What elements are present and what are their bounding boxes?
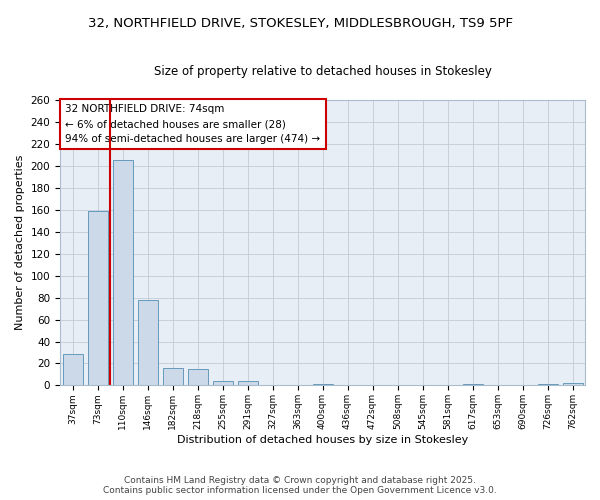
Bar [188, 369, 208, 386]
Text: Contains HM Land Registry data © Crown copyright and database right 2025.
Contai: Contains HM Land Registry data © Crown c… [103, 476, 497, 495]
Bar [137, 300, 158, 386]
Bar [212, 381, 233, 386]
Bar [563, 383, 583, 386]
Bar [538, 384, 557, 386]
Bar [113, 160, 133, 386]
Text: 32 NORTHFIELD DRIVE: 74sqm
← 6% of detached houses are smaller (28)
94% of semi-: 32 NORTHFIELD DRIVE: 74sqm ← 6% of detac… [65, 104, 320, 144]
Bar [463, 384, 482, 386]
Bar [238, 381, 257, 386]
Bar [163, 368, 182, 386]
Bar [88, 211, 107, 386]
X-axis label: Distribution of detached houses by size in Stokesley: Distribution of detached houses by size … [177, 435, 468, 445]
Y-axis label: Number of detached properties: Number of detached properties [15, 155, 25, 330]
Text: 32, NORTHFIELD DRIVE, STOKESLEY, MIDDLESBROUGH, TS9 5PF: 32, NORTHFIELD DRIVE, STOKESLEY, MIDDLES… [88, 18, 512, 30]
Bar [62, 354, 83, 386]
Title: Size of property relative to detached houses in Stokesley: Size of property relative to detached ho… [154, 65, 491, 78]
Bar [313, 384, 332, 386]
